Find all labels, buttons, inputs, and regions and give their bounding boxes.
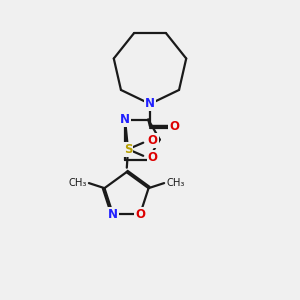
Text: O: O [148, 151, 158, 164]
Text: O: O [169, 120, 179, 133]
Text: S: S [124, 143, 132, 156]
Text: N: N [108, 208, 118, 220]
Text: O: O [148, 134, 158, 147]
Text: CH₃: CH₃ [167, 178, 185, 188]
Text: N: N [145, 98, 155, 110]
Text: CH₃: CH₃ [68, 178, 86, 188]
Text: N: N [120, 113, 130, 126]
Text: O: O [135, 208, 145, 220]
